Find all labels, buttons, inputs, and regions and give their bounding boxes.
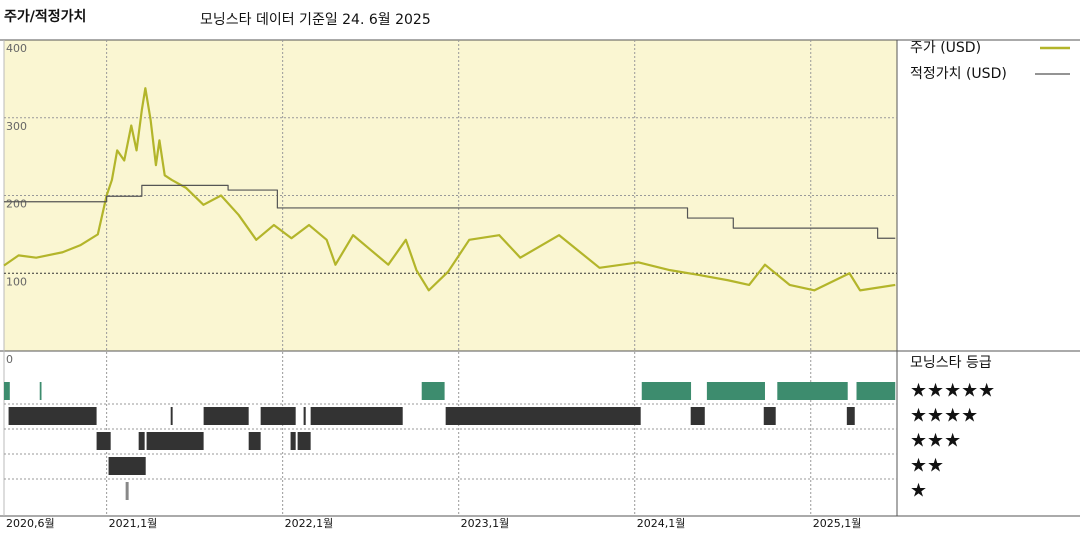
rating-period xyxy=(856,382,896,400)
rating-period xyxy=(8,407,97,425)
rating-period xyxy=(96,432,111,450)
rating-period xyxy=(4,382,10,400)
rating-period xyxy=(763,407,776,425)
rating-period xyxy=(310,407,403,425)
rating-label: ★ xyxy=(910,480,927,502)
rating-label: ★★★★ xyxy=(910,405,978,427)
rating-period xyxy=(260,407,296,425)
ratings-title: 모닝스타 등급 xyxy=(910,355,992,371)
x-tick-label: 2020,6월 xyxy=(6,517,55,530)
legend-label: 주가 (USD) xyxy=(910,40,981,56)
series-line xyxy=(4,184,896,239)
rating-period xyxy=(138,432,145,450)
rating-row-lines xyxy=(4,403,897,480)
rating-period xyxy=(421,382,445,400)
rating-period xyxy=(690,407,705,425)
x-tick-label: 2022,1월 xyxy=(285,517,334,530)
y-tick-label: 0 xyxy=(6,353,13,366)
rating-period xyxy=(445,407,641,425)
y-tick-label: 200 xyxy=(6,198,27,211)
series-line xyxy=(3,87,896,292)
rating-period xyxy=(303,407,306,425)
x-tick-label: 2023,1월 xyxy=(461,517,510,530)
rating-label: ★★ xyxy=(910,455,944,477)
rating-period xyxy=(170,407,173,425)
legend-label: 적정가치 (USD) xyxy=(910,66,1007,82)
y-tick-label: 100 xyxy=(6,275,27,288)
rating-period xyxy=(39,382,42,400)
rating-period xyxy=(290,432,296,450)
rating-period xyxy=(777,382,848,400)
chart-subtitle: 모닝스타 데이터 기준일 24. 6월 2025 xyxy=(200,12,431,28)
x-tick-label: 2024,1월 xyxy=(637,517,686,530)
rating-period xyxy=(846,407,855,425)
rating-label: ★★★ xyxy=(910,430,961,452)
x-tick-label: 2021,1월 xyxy=(109,517,158,530)
rating-period xyxy=(706,382,765,400)
rating-period xyxy=(108,457,146,475)
rating-period xyxy=(203,407,249,425)
x-tick-label: 2025,1월 xyxy=(813,517,862,530)
rating-period xyxy=(146,432,204,450)
rating-period xyxy=(297,432,311,450)
y-tick-label: 300 xyxy=(6,120,27,133)
rating-period xyxy=(641,382,692,400)
rating-period xyxy=(248,432,261,450)
rating-label: ★★★★★ xyxy=(910,380,995,402)
rating-period xyxy=(125,482,129,500)
y-tick-label: 400 xyxy=(6,42,27,55)
chart-title: 주가/적정가치 xyxy=(4,8,86,25)
